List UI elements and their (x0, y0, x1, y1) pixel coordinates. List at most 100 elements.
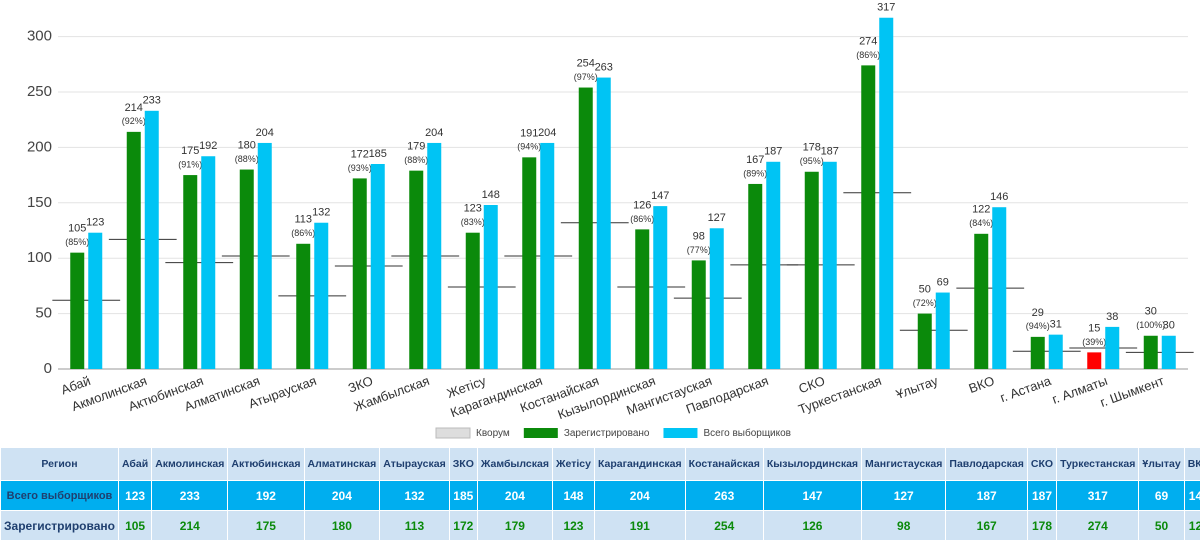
value-label: 50 (919, 284, 931, 296)
legend-swatch (663, 428, 698, 438)
table-header-row: Регион Абай Акмолинская Актюбинская Алматинс… (0, 447, 1200, 481)
table-cell: 172 (448, 510, 478, 541)
bar (822, 161, 837, 369)
bar (522, 157, 537, 369)
header-cell: Мангистауская (861, 447, 947, 481)
table-cell: 127 (861, 480, 947, 511)
percent-label: (88%) (235, 154, 259, 164)
value-label: 30 (1163, 320, 1175, 332)
bar (1030, 336, 1045, 369)
table-cell: 50 (1138, 510, 1185, 541)
value-label: 30 (1145, 306, 1157, 318)
percent-label: (85%) (65, 237, 89, 247)
header-cell: СКО (1026, 447, 1058, 481)
table-cell: 191 (593, 510, 686, 541)
table-cell: 148 (552, 480, 595, 511)
value-label: 127 (708, 212, 726, 224)
value-label: 191 (520, 127, 538, 139)
table-cell: 113 (379, 510, 450, 541)
header-cell: ВКО (1183, 447, 1200, 481)
header-cell: Абай (117, 447, 153, 481)
table-cell: 175 (227, 510, 305, 541)
bar (540, 142, 555, 369)
y-tick-label: 50 (35, 305, 52, 322)
bar (483, 205, 498, 369)
table-cell: 105 (117, 510, 153, 541)
percent-label: (84%) (969, 218, 993, 228)
legend-label: Кворум (476, 428, 510, 439)
value-label: 233 (143, 95, 161, 107)
bar (935, 292, 950, 369)
value-label: 146 (990, 191, 1008, 203)
y-tick-label: 0 (44, 360, 52, 377)
header-cell: Регион (0, 447, 119, 481)
percent-label: (97%) (574, 72, 598, 82)
value-label: 98 (693, 230, 705, 242)
percent-label: (100%) (1136, 320, 1165, 330)
value-label: 317 (877, 2, 895, 14)
header-cell: Акмолинская (151, 447, 229, 481)
legend-item: Всего выборщиков (663, 427, 791, 439)
value-label: 187 (764, 146, 782, 158)
header-cell: Костанайская (684, 447, 764, 481)
value-label: 192 (199, 140, 217, 152)
legend-label: Зарегистрировано (564, 428, 650, 439)
value-label: 31 (1050, 319, 1062, 331)
value-label: 185 (369, 148, 387, 160)
value-label: 254 (577, 57, 595, 69)
value-label: 274 (859, 35, 877, 47)
bar (748, 183, 763, 369)
table-cell: 274 (1056, 510, 1140, 541)
value-label: 214 (125, 102, 143, 114)
table-cell: 185 (448, 480, 478, 511)
bar (879, 17, 894, 369)
bar (257, 142, 272, 369)
bar (183, 175, 198, 369)
value-label: 204 (538, 127, 556, 139)
bar (974, 233, 989, 369)
value-label: 123 (86, 217, 104, 229)
legend-label: Всего выборщиков (703, 427, 791, 439)
header-cell: Ұлытау (1138, 447, 1185, 481)
table-row: Всего выборщиков 123 233 192 204 132 185 204 148… (0, 480, 1200, 511)
value-label: 132 (312, 207, 330, 219)
percent-label: (72%) (913, 298, 937, 308)
table-cell: 123 (117, 480, 153, 511)
table-cell: 122 (1183, 510, 1200, 541)
bar (409, 170, 424, 369)
legend-item: Кворум (435, 427, 510, 439)
header-cell: Кызылординская (762, 447, 863, 481)
percent-label: (86%) (630, 214, 654, 224)
value-label: 15 (1088, 322, 1100, 334)
bar (1087, 352, 1102, 369)
bar (578, 87, 593, 370)
table-cell: 98 (861, 510, 947, 541)
legend-item: Зарегистрировано (523, 428, 650, 439)
bar (1048, 334, 1063, 369)
percent-label: (39%) (1082, 337, 1106, 347)
legend: Кворум Зарегистрировано Всего выборщиков (435, 427, 791, 439)
bar (1105, 326, 1120, 369)
x-tick-label: г. Шымкент (1098, 373, 1166, 410)
header-cell: Жетісу (552, 447, 595, 481)
table-cell: 204 (593, 480, 686, 511)
value-label: 178 (803, 142, 821, 154)
header-cell: Жамбылская (476, 447, 554, 481)
value-label: 172 (351, 148, 369, 160)
table-cell: 126 (762, 510, 863, 541)
percent-label: (95%) (800, 156, 824, 166)
x-tick-label: г. Астана (998, 373, 1054, 405)
y-tick-label: 150 (27, 194, 52, 211)
bar (709, 228, 724, 369)
legend-swatch (523, 428, 558, 438)
bar (352, 178, 367, 369)
bar (126, 131, 141, 369)
value-label: 263 (595, 61, 613, 73)
table-cell: 263 (684, 480, 764, 511)
table-container: Регион Абай Акмолинская Актюбинская Алматинс… (0, 447, 1200, 541)
bar (370, 164, 385, 369)
value-label: 29 (1032, 307, 1044, 319)
table-cell: 187 (1026, 480, 1058, 511)
table-cell: 147 (762, 480, 863, 511)
